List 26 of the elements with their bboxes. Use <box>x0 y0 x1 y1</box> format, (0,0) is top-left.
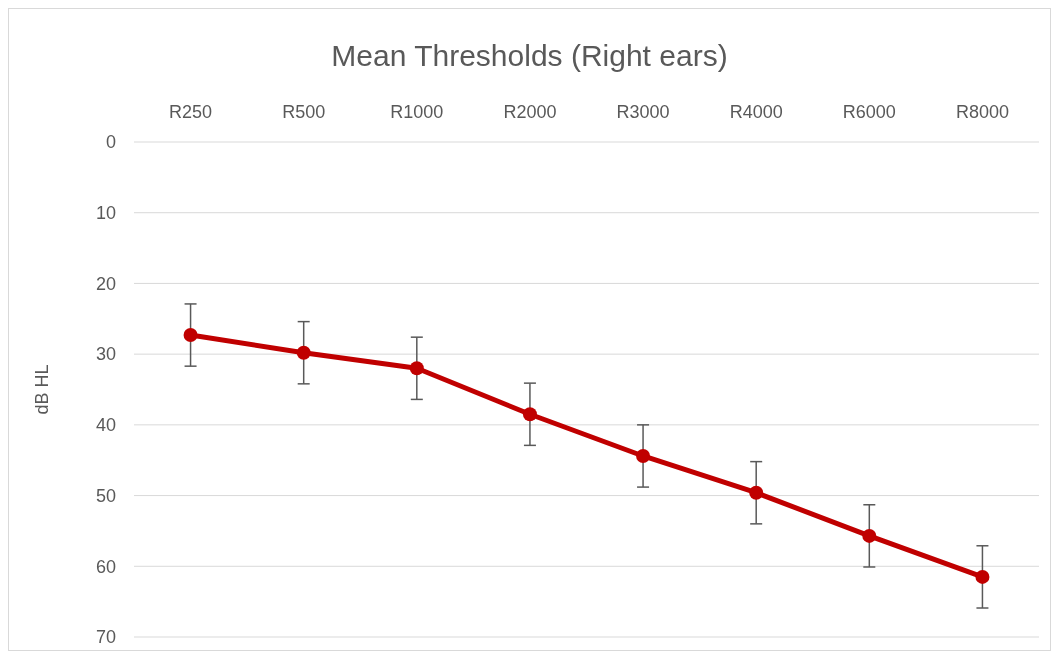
x-tick-label: R8000 <box>955 102 1009 122</box>
x-tick-label: R2000 <box>503 102 557 122</box>
y-tick-label: 50 <box>95 485 116 506</box>
point <box>183 328 198 343</box>
x-tick-label: R1000 <box>390 102 444 122</box>
point <box>749 485 764 500</box>
y-tick-label: 70 <box>95 627 116 648</box>
x-tick-label: R4000 <box>729 102 783 122</box>
chart-title: Mean Thresholds (Right ears) <box>331 39 728 72</box>
y-tick-label: 10 <box>95 203 116 224</box>
y-tick-label: 30 <box>95 344 116 365</box>
point <box>409 361 424 376</box>
point <box>296 345 311 360</box>
point <box>862 528 877 543</box>
y-tick-label: 0 <box>105 132 116 153</box>
y-tick-label: 20 <box>95 273 116 294</box>
x-tick-label: R250 <box>169 102 213 122</box>
point <box>522 407 537 422</box>
x-tick-label: R6000 <box>842 102 896 122</box>
point <box>636 448 651 463</box>
y-axis-title: dB HL <box>32 364 52 415</box>
x-tick-label: R500 <box>282 102 326 122</box>
y-tick-label: 60 <box>95 556 116 577</box>
x-tick-label: R3000 <box>616 102 670 122</box>
point <box>975 569 990 584</box>
y-tick-label: 40 <box>95 415 116 436</box>
